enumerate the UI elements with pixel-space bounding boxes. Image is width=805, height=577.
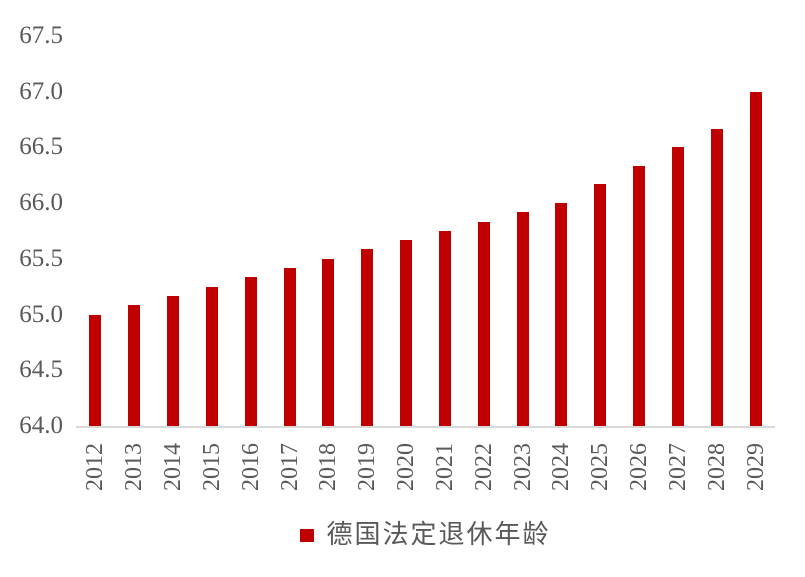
bar-2024 (555, 203, 568, 426)
x-tick-label: 2026 (626, 443, 653, 491)
x-tick-label: 2012 (82, 443, 109, 491)
bar-2016 (244, 277, 257, 426)
bar-2020 (400, 240, 413, 426)
bar-2019 (361, 249, 374, 426)
x-tick-label: 2016 (237, 443, 264, 491)
bar-2013 (128, 305, 141, 426)
bar-2021 (438, 230, 451, 426)
bar-2018 (322, 258, 335, 426)
x-tick-label: 2019 (354, 443, 381, 491)
x-tick-label: 2017 (276, 443, 303, 491)
bar-2023 (516, 212, 529, 426)
y-tick-label: 66.5 (19, 133, 63, 161)
x-tick-label: 2015 (198, 443, 225, 491)
legend-marker-icon (300, 528, 315, 542)
x-tick-label: 2027 (664, 443, 691, 491)
x-tick-label: 2024 (548, 443, 575, 491)
x-tick-label: 2020 (393, 443, 420, 491)
bar-2015 (205, 286, 218, 426)
bar-2026 (633, 165, 646, 426)
y-tick-label: 67.0 (19, 77, 63, 105)
y-tick-label: 67.5 (19, 21, 63, 49)
x-tick-label: 2013 (121, 443, 148, 491)
x-tick-label: 2023 (509, 443, 536, 491)
x-tick-label: 2018 (315, 443, 342, 491)
bar-2028 (710, 128, 723, 426)
x-tick-label: 2021 (431, 443, 458, 491)
x-tick-label: 2028 (703, 443, 730, 491)
bar-2012 (89, 314, 102, 426)
y-tick-label: 64.5 (19, 356, 63, 384)
bar-2017 (283, 268, 296, 426)
x-tick-label: 2025 (587, 443, 614, 491)
bar-2027 (671, 147, 684, 426)
x-axis-line (76, 426, 775, 428)
legend-label: 德国法定退休年龄 (326, 520, 551, 549)
y-tick-label: 64.0 (19, 412, 63, 439)
x-tick-label: 2029 (742, 443, 769, 491)
x-tick-label: 2014 (160, 443, 187, 491)
bar-2022 (477, 221, 490, 426)
y-tick-label: 66.0 (19, 189, 63, 216)
y-tick-label: 65.0 (19, 300, 63, 328)
bar-2029 (749, 91, 762, 426)
bar-2014 (167, 295, 180, 426)
legend: 德国法定退休年龄 (76, 520, 775, 550)
bar-2025 (594, 184, 607, 426)
y-tick-label: 65.5 (19, 244, 63, 272)
x-tick-label: 2022 (470, 443, 497, 491)
